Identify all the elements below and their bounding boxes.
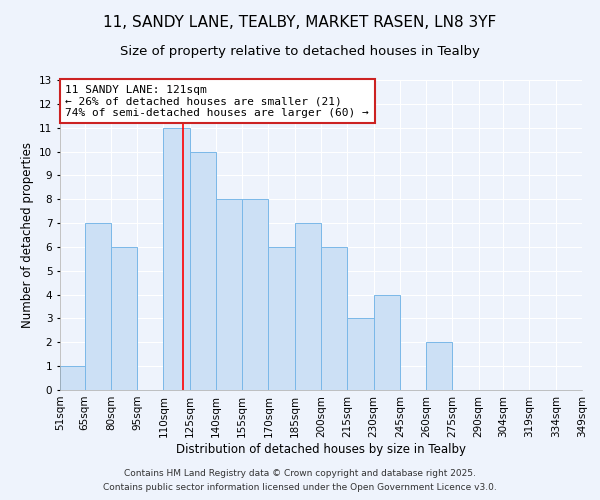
- Bar: [242, 199, 268, 390]
- Bar: [111, 247, 137, 390]
- Bar: [163, 128, 190, 390]
- Bar: [190, 152, 216, 390]
- X-axis label: Distribution of detached houses by size in Tealby: Distribution of detached houses by size …: [176, 442, 466, 456]
- Bar: [60, 366, 85, 390]
- Bar: [295, 223, 321, 390]
- Bar: [347, 318, 374, 390]
- Text: Contains public sector information licensed under the Open Government Licence v3: Contains public sector information licen…: [103, 484, 497, 492]
- Text: Size of property relative to detached houses in Tealby: Size of property relative to detached ho…: [120, 45, 480, 58]
- Bar: [321, 247, 347, 390]
- Bar: [426, 342, 452, 390]
- Text: Contains HM Land Registry data © Crown copyright and database right 2025.: Contains HM Land Registry data © Crown c…: [124, 468, 476, 477]
- Text: 11 SANDY LANE: 121sqm
← 26% of detached houses are smaller (21)
74% of semi-deta: 11 SANDY LANE: 121sqm ← 26% of detached …: [65, 84, 369, 118]
- Bar: [85, 223, 111, 390]
- Bar: [216, 199, 242, 390]
- Bar: [374, 294, 400, 390]
- Text: 11, SANDY LANE, TEALBY, MARKET RASEN, LN8 3YF: 11, SANDY LANE, TEALBY, MARKET RASEN, LN…: [103, 15, 497, 30]
- Y-axis label: Number of detached properties: Number of detached properties: [20, 142, 34, 328]
- Bar: [268, 247, 295, 390]
